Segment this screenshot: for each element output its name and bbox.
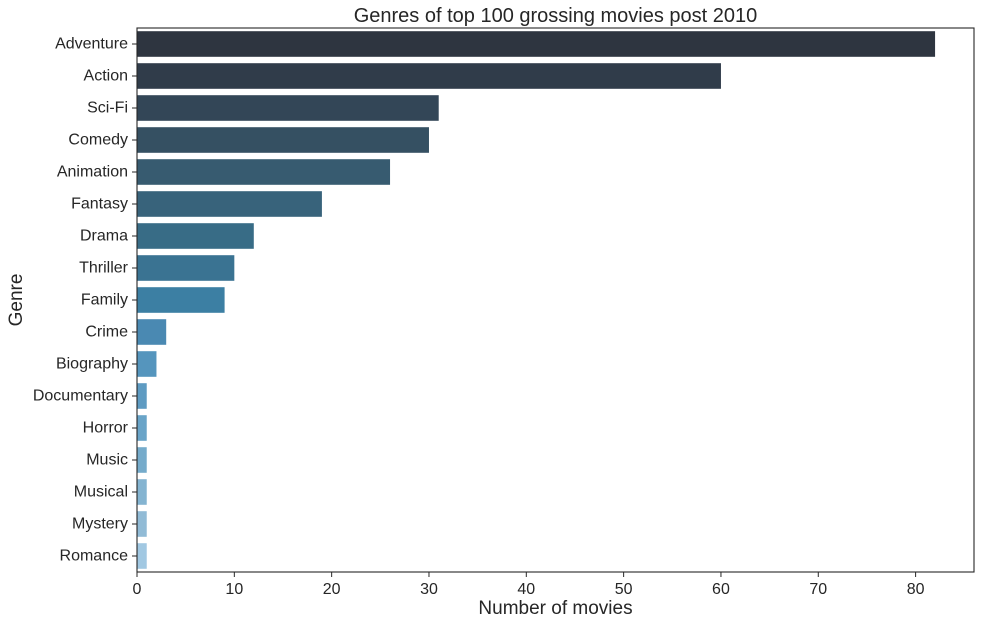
- x-tick-label: 50: [615, 581, 633, 598]
- bar-drama: [137, 223, 254, 249]
- bar-romance: [137, 543, 147, 569]
- y-tick-label: Thriller: [79, 260, 129, 277]
- y-tick-label: Family: [81, 292, 128, 309]
- y-tick-label: Horror: [83, 420, 129, 437]
- bar-comedy: [137, 127, 429, 153]
- x-tick-label: 40: [517, 581, 535, 598]
- y-axis-ticks: Adventure Action Sci-Fi Comedy Animation Fant…: [33, 36, 137, 565]
- bars-group: [137, 31, 935, 569]
- y-tick-label: Sci-Fi: [87, 100, 128, 117]
- x-tick-label: 30: [420, 581, 438, 598]
- x-tick-label: 70: [809, 581, 827, 598]
- bar-thriller: [137, 255, 234, 281]
- bar-biography: [137, 351, 156, 377]
- bar-fantasy: [137, 191, 322, 217]
- x-tick-label: 20: [323, 581, 341, 598]
- chart-title: Genres of top 100 grossing movies post 2…: [354, 5, 758, 27]
- y-tick-label: Comedy: [68, 132, 128, 149]
- y-tick-label: Fantasy: [71, 196, 128, 213]
- bar-musical: [137, 479, 147, 505]
- bar-sci-fi: [137, 95, 439, 121]
- y-tick-label: Action: [84, 68, 128, 85]
- y-axis-label: Genre: [6, 274, 27, 327]
- bar-documentary: [137, 383, 147, 409]
- y-tick-label: Biography: [56, 356, 128, 373]
- x-axis-ticks: 0 10 20 30 40 50 60 70 80: [133, 572, 925, 598]
- y-tick-label: Mystery: [72, 516, 128, 533]
- bar-crime: [137, 319, 166, 345]
- y-tick-label: Animation: [57, 164, 128, 181]
- x-tick-label: 0: [133, 581, 142, 598]
- bar-action: [137, 63, 721, 89]
- x-axis-label: Number of movies: [478, 598, 632, 619]
- y-tick-label: Musical: [74, 484, 128, 501]
- y-tick-label: Adventure: [55, 36, 128, 53]
- x-tick-label: 80: [907, 581, 925, 598]
- y-tick-label: Documentary: [33, 388, 128, 405]
- bar-mystery: [137, 511, 147, 537]
- y-tick-label: Music: [86, 452, 128, 469]
- x-tick-label: 10: [225, 581, 243, 598]
- bar-family: [137, 287, 225, 313]
- y-tick-label: Drama: [80, 228, 128, 245]
- bar-music: [137, 447, 147, 473]
- bar-horror: [137, 415, 147, 441]
- y-tick-label: Romance: [60, 548, 129, 565]
- x-tick-label: 60: [712, 581, 730, 598]
- y-tick-label: Crime: [85, 324, 128, 341]
- bar-adventure: [137, 31, 935, 57]
- bar-animation: [137, 159, 390, 185]
